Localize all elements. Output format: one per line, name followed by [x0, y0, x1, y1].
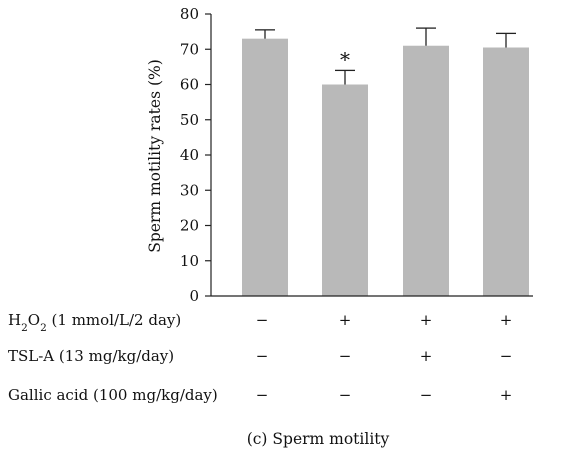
treatment-sign: −	[256, 386, 269, 404]
bar-group	[403, 27, 449, 296]
treatment-row-label: Gallic acid (100 mg/kg/day)	[8, 386, 218, 404]
y-tick-label: 30	[180, 181, 199, 199]
bar	[483, 47, 529, 296]
label-text: O	[28, 311, 40, 329]
y-tick-label: 10	[180, 252, 199, 270]
treatment-row: TSL-A (13 mg/kg/day) − − + −	[8, 347, 512, 365]
y-axis-title: Sperm motility rates (%)	[146, 59, 164, 253]
treatment-sign: +	[500, 311, 513, 329]
treatment-row: Gallic acid (100 mg/kg/day) − − − +	[8, 386, 512, 404]
significance-marker: *	[340, 47, 350, 71]
y-tick-label: 60	[180, 76, 199, 94]
label-text: (1 mmol/L/2 day)	[47, 311, 181, 329]
bar	[403, 45, 449, 296]
treatment-row-label: H2O2 (1 mmol/L/2 day)	[8, 311, 181, 334]
treatment-sign: −	[256, 347, 269, 365]
y-axis: 0 10 20 30 40 50 60 70 80	[180, 5, 212, 305]
y-tick-label: 80	[180, 5, 199, 23]
label-text: TSL-A (13 mg/kg/day)	[8, 347, 174, 365]
treatment-sign: +	[339, 311, 352, 329]
treatment-sign: −	[339, 386, 352, 404]
bar	[242, 38, 288, 297]
treatment-table: H2O2 (1 mmol/L/2 day) − + + +TSL-A (13 mg/kg…	[8, 311, 512, 404]
treatment-sign: +	[500, 386, 513, 404]
treatment-sign: +	[420, 311, 433, 329]
bar-group	[242, 29, 288, 297]
y-tick-label: 20	[180, 217, 199, 235]
label-text: Gallic acid (100 mg/kg/day)	[8, 386, 218, 404]
bar-group	[483, 32, 529, 296]
treatment-row-label: TSL-A (13 mg/kg/day)	[8, 347, 174, 365]
y-tick-label: 0	[189, 287, 199, 305]
treatment-sign: +	[420, 347, 433, 365]
bars: *	[242, 27, 529, 297]
subscript: 2	[21, 322, 28, 334]
subscript: 2	[40, 322, 47, 334]
treatment-sign: −	[339, 347, 352, 365]
y-tick-label: 40	[180, 146, 199, 164]
label-text: H	[8, 311, 21, 329]
treatment-sign: −	[256, 311, 269, 329]
bar	[322, 84, 368, 296]
bar-group: *	[322, 47, 368, 296]
treatment-row: H2O2 (1 mmol/L/2 day) − + + +	[8, 311, 512, 334]
figure-caption: (c) Sperm motility	[247, 430, 390, 448]
y-tick-label: 70	[180, 40, 199, 58]
treatment-sign: −	[500, 347, 513, 365]
treatment-sign: −	[420, 386, 433, 404]
y-tick-label: 50	[180, 111, 199, 129]
